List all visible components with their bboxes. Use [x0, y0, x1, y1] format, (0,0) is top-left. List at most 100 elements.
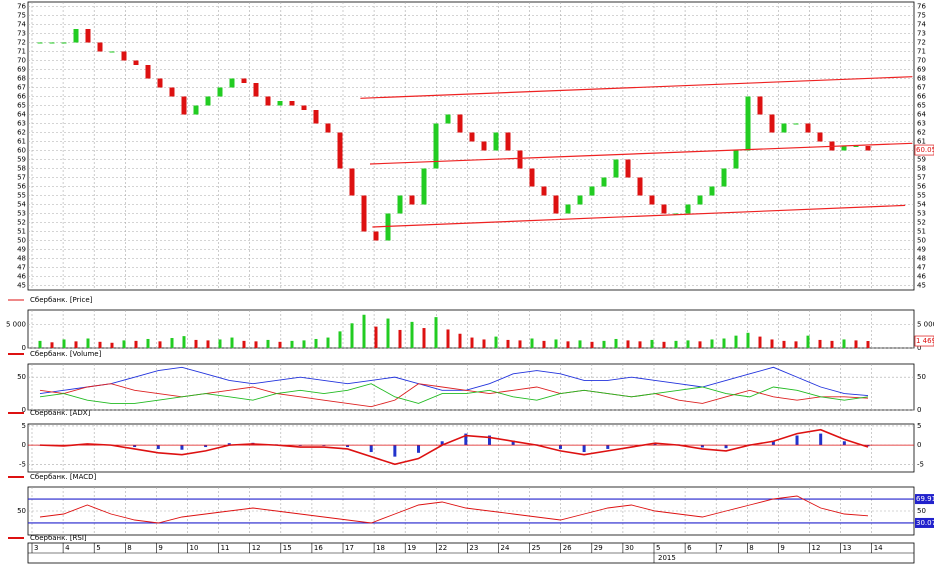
x-tick-label: 12 [252, 544, 261, 552]
histogram-bar [464, 433, 468, 446]
y-tick-label: 50 [917, 237, 926, 245]
volume-bar [830, 340, 834, 348]
volume-bar [302, 340, 306, 348]
volume-bar [158, 341, 162, 348]
volume-bar [242, 340, 246, 348]
panel-legend: Сбербанк. [MACD] [30, 473, 97, 481]
y-tick-label: 66 [17, 93, 26, 101]
y-tick-label: -5 [917, 460, 924, 468]
candle [157, 78, 163, 88]
candle [601, 177, 607, 187]
panel-legend: Сбербанк. [Price] [30, 296, 93, 304]
histogram-bar [204, 445, 208, 448]
candle [97, 42, 103, 52]
candle [253, 83, 259, 97]
y-tick-label: 50 [917, 373, 926, 381]
volume-bar [218, 339, 222, 348]
y-tick-label: 48 [917, 255, 926, 263]
candle [133, 60, 139, 65]
y-tick-label: 50 [17, 373, 26, 381]
y-tick-label: 56 [17, 183, 26, 191]
volume-bar [278, 341, 282, 348]
histogram-bar [606, 445, 610, 449]
candle [241, 78, 247, 83]
histogram-bar [558, 445, 562, 449]
candle [337, 132, 343, 169]
volume-bar [662, 341, 666, 348]
candle [265, 96, 271, 106]
volume-bar [458, 333, 462, 348]
y-tick-label: 5 [917, 422, 921, 430]
y-tick-label: 45 [17, 282, 26, 290]
volume-bar [566, 341, 570, 348]
candle [589, 186, 595, 196]
candle [385, 213, 391, 241]
level-box [915, 494, 934, 505]
candle [721, 168, 727, 187]
x-tick-label: 5 [96, 544, 100, 552]
y-tick-label: 5 [22, 422, 26, 430]
level-label: 30.07 [916, 519, 934, 527]
candle [637, 177, 643, 196]
volume-bar [266, 339, 270, 348]
candle [181, 96, 187, 115]
volume-bar [182, 336, 186, 348]
volume-bar [434, 317, 438, 348]
y-tick-label: 0 [22, 441, 26, 449]
candle [361, 195, 367, 232]
volume-bar [854, 340, 858, 348]
volume-bar [470, 337, 474, 348]
y-tick-label: 75 [917, 12, 926, 20]
volume-bar [134, 340, 138, 348]
y-tick-label: 54 [917, 201, 926, 209]
panel-legend: Сбербанк. [Volume] [30, 350, 102, 358]
candle [229, 78, 235, 88]
histogram-bar [582, 445, 586, 453]
y-tick-label: 51 [917, 228, 926, 236]
y-tick-label: 52 [917, 219, 926, 227]
x-tick-label: 10 [190, 544, 199, 552]
candle [649, 195, 655, 205]
volume-bar [50, 342, 54, 348]
volume-bar [758, 336, 762, 348]
volume-bar [74, 341, 78, 348]
y-tick-label: 69 [17, 66, 26, 74]
y-tick-label: 71 [917, 48, 926, 56]
candle [517, 150, 523, 169]
volume-bar [374, 326, 378, 348]
volume-bar [794, 341, 798, 348]
histogram-bar [700, 445, 704, 448]
x-tick-label: 17 [345, 544, 354, 552]
y-tick-label: 67 [17, 84, 26, 92]
volume-bar [506, 339, 510, 348]
y-tick-label: 59 [917, 156, 926, 164]
last-value-box [914, 335, 934, 347]
candle [565, 204, 571, 214]
volume-bar [314, 338, 318, 348]
x-tick-label: 26 [563, 544, 572, 552]
histogram-bar [842, 441, 846, 446]
candle [421, 168, 427, 205]
candle [541, 186, 547, 196]
y-tick-label: 53 [917, 210, 926, 218]
candle [757, 96, 763, 115]
x-tick-label: 29 [594, 544, 603, 552]
y-tick-label: 55 [17, 192, 26, 200]
volume-bar [290, 340, 294, 348]
candle [673, 213, 679, 215]
series-line [39, 383, 869, 408]
y-tick-label: 72 [17, 39, 26, 47]
volume-bar [842, 339, 846, 348]
candle [301, 105, 307, 110]
y-tick-label: 62 [917, 129, 926, 137]
volume-bar [410, 321, 414, 348]
y-tick-label: 74 [917, 21, 926, 29]
x-tick-label: 12 [812, 544, 821, 552]
candle [469, 132, 475, 142]
y-tick-label: 68 [17, 75, 26, 83]
y-tick-label: 59 [17, 156, 26, 164]
x-tick-label: 25 [532, 544, 541, 552]
volume-bar [362, 314, 366, 348]
series-line [39, 366, 869, 396]
volume-bar [626, 340, 630, 348]
